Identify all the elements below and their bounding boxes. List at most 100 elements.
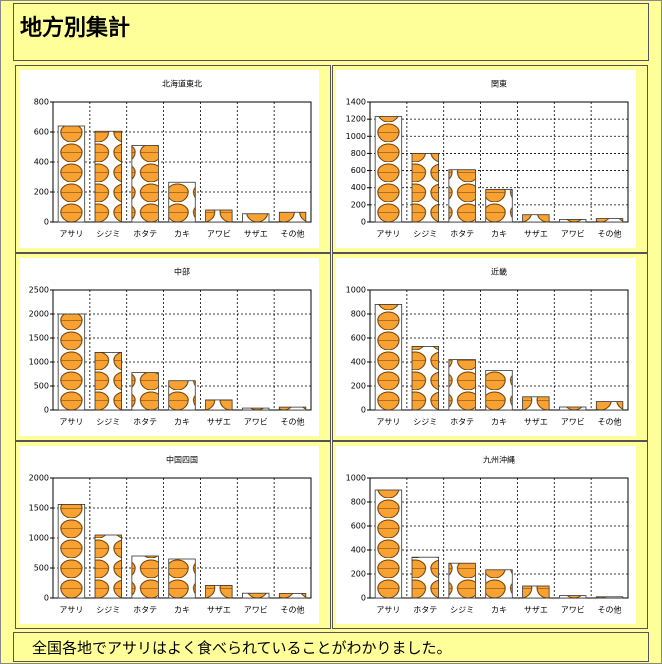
- y-tick-label: 400: [351, 183, 366, 192]
- x-tick-label: シジミ: [96, 230, 120, 239]
- x-tick-label: その他: [281, 417, 305, 427]
- bar: [242, 592, 270, 599]
- y-tick-label: 1000: [346, 474, 366, 483]
- bar: [559, 406, 587, 411]
- y-tick-label: 0: [361, 406, 366, 415]
- x-tick-label: その他: [281, 605, 305, 615]
- chart-title: 中国四国: [166, 455, 198, 465]
- y-tick-label: 500: [34, 564, 49, 573]
- bar: [57, 125, 86, 223]
- bar: [411, 153, 439, 223]
- bar: [559, 219, 587, 223]
- y-tick-label: 2000: [29, 474, 49, 483]
- x-tick-label: ホタテ: [133, 606, 157, 615]
- bar: [595, 401, 624, 411]
- x-tick-label: サザエ: [524, 606, 548, 615]
- y-tick-label: 200: [351, 570, 366, 579]
- x-tick-label: ホタテ: [450, 230, 474, 239]
- bar: [411, 556, 439, 599]
- x-tick-label: シジミ: [96, 606, 120, 615]
- x-tick-label: アワビ: [561, 606, 585, 615]
- x-tick-label: ホタテ: [133, 230, 157, 239]
- x-tick-label: ホタテ: [413, 606, 437, 615]
- y-tick-label: 400: [351, 546, 366, 555]
- chart-cell: 九州沖縄 0 200 400 600 800 1000 アサリ ホタテ シジミ カキ サザエ アワビ その…: [332, 441, 648, 629]
- y-tick-label: 0: [361, 218, 366, 227]
- chart: 近畿 0 200 400 600 800 1000 アサリ シジミ ホタテ カキ サザエ アワビ その他: [336, 258, 636, 436]
- chart-cell: 近畿 0 200 400 600 800 1000 アサリ シジミ ホタテ カキ サザエ アワビ その他: [332, 253, 648, 441]
- bar: [94, 534, 122, 599]
- chart: 中部 0 500 1000 1500 2000 2500 アサリ シジミ ホタテ カキ サザエ アワビ そ…: [19, 258, 319, 436]
- bar: [595, 218, 624, 223]
- chart-title: 中部: [174, 267, 190, 277]
- x-tick-label: その他: [598, 417, 622, 427]
- bar: [278, 593, 307, 599]
- x-tick-label: アサリ: [59, 230, 83, 239]
- x-tick-label: カキ: [174, 418, 190, 427]
- chart-cell: 中国四国 0 500 1000 1500 2000 アサリ シジミ ホタテ カキ サザエ アワビ その他: [15, 441, 331, 629]
- bar: [94, 130, 122, 223]
- chart-title: 九州沖縄: [483, 455, 515, 465]
- chart-title: 北海道東北: [162, 79, 202, 89]
- bar: [168, 380, 196, 411]
- x-tick-label: その他: [281, 229, 305, 239]
- x-tick-label: アサリ: [59, 606, 83, 615]
- x-tick-label: アワビ: [207, 230, 231, 239]
- bar: [131, 372, 159, 411]
- x-tick-label: サザエ: [524, 418, 548, 427]
- bar: [278, 406, 307, 411]
- y-tick-label: 800: [351, 310, 366, 319]
- bar: [374, 489, 403, 599]
- x-tick-label: シジミ: [450, 606, 474, 615]
- bar: [205, 399, 233, 411]
- x-tick-label: サザエ: [207, 606, 231, 615]
- bar: [485, 370, 513, 411]
- chart: 北海道東北 0 200 400 600 800 アサリ シジミ ホタテ カキ アワビ サザエ その他: [19, 70, 319, 248]
- bar: [242, 213, 270, 223]
- y-tick-label: 800: [351, 498, 366, 507]
- chart-title: 関東: [491, 79, 507, 89]
- bar: [411, 346, 439, 411]
- bar: [448, 562, 476, 599]
- y-tick-label: 600: [351, 522, 366, 531]
- x-tick-label: シジミ: [413, 230, 437, 239]
- y-tick-label: 1000: [29, 358, 49, 367]
- chart-cell: 北海道東北 0 200 400 600 800 アサリ シジミ ホタテ カキ アワビ サザエ その他: [15, 65, 331, 253]
- bar: [205, 584, 233, 599]
- page-title: 地方別集計: [20, 15, 131, 41]
- x-tick-label: アワビ: [561, 418, 585, 427]
- bar: [57, 313, 86, 411]
- x-tick-label: アサリ: [376, 230, 400, 239]
- y-tick-label: 600: [351, 166, 366, 175]
- bar: [168, 558, 196, 599]
- chart: 関東 0 200 400 600 800 1000 1200 1400 アサリ シジミ ホタテ カキ サザ…: [336, 70, 636, 248]
- y-tick-label: 600: [34, 128, 49, 137]
- x-tick-label: カキ: [174, 606, 190, 615]
- bar: [205, 209, 233, 223]
- y-tick-label: 0: [44, 594, 49, 603]
- bar: [448, 359, 476, 411]
- chart-cell: 関東 0 200 400 600 800 1000 1200 1400 アサリ シジミ ホタテ カキ サザ…: [332, 65, 648, 253]
- y-tick-label: 0: [44, 406, 49, 415]
- y-tick-label: 200: [351, 382, 366, 391]
- bar: [374, 116, 403, 223]
- y-tick-label: 1400: [346, 98, 366, 107]
- bar: [485, 569, 513, 599]
- chart: 中国四国 0 500 1000 1500 2000 アサリ シジミ ホタテ カキ サザエ アワビ その他: [19, 446, 319, 624]
- bar: [374, 304, 403, 411]
- x-tick-label: サザエ: [524, 230, 548, 239]
- x-tick-label: アワビ: [244, 606, 268, 615]
- bar: [168, 181, 196, 223]
- y-tick-label: 500: [34, 382, 49, 391]
- x-tick-label: カキ: [491, 418, 507, 427]
- y-tick-label: 800: [34, 98, 49, 107]
- x-tick-label: シジミ: [96, 418, 120, 427]
- y-tick-label: 0: [361, 594, 366, 603]
- x-tick-label: アワビ: [244, 418, 268, 427]
- y-tick-label: 1000: [346, 132, 366, 141]
- x-tick-label: カキ: [491, 230, 507, 239]
- y-tick-label: 600: [351, 334, 366, 343]
- x-tick-label: ホタテ: [133, 418, 157, 427]
- bar: [94, 352, 122, 411]
- y-tick-label: 2000: [29, 310, 49, 319]
